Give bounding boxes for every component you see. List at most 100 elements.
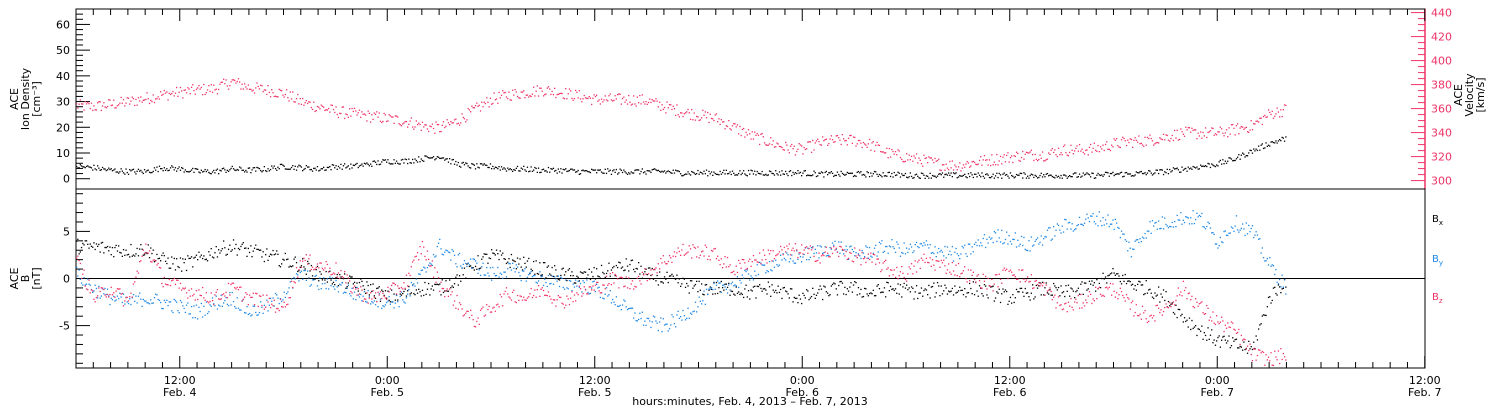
data-point bbox=[557, 168, 559, 170]
data-point bbox=[328, 288, 330, 290]
data-point bbox=[402, 158, 404, 161]
data-point bbox=[446, 288, 448, 290]
data-point bbox=[87, 165, 89, 167]
data-point bbox=[849, 246, 851, 248]
data-point bbox=[555, 96, 557, 99]
data-point bbox=[704, 303, 706, 305]
data-point bbox=[864, 143, 866, 145]
data-point bbox=[166, 262, 168, 265]
data-point bbox=[724, 286, 726, 288]
data-point bbox=[1198, 214, 1200, 217]
data-point bbox=[508, 258, 510, 260]
data-point bbox=[1065, 219, 1067, 221]
data-point bbox=[239, 309, 241, 311]
data-point bbox=[1160, 169, 1162, 171]
data-point bbox=[843, 249, 845, 251]
data-point bbox=[876, 258, 878, 260]
data-point bbox=[442, 254, 445, 256]
data-point bbox=[340, 112, 342, 115]
data-point bbox=[801, 302, 803, 305]
data-point bbox=[1011, 302, 1013, 304]
data-point bbox=[836, 135, 839, 137]
data-point bbox=[268, 255, 270, 257]
data-point bbox=[1145, 237, 1147, 239]
data-point bbox=[734, 174, 736, 176]
data-point bbox=[570, 90, 572, 92]
data-point bbox=[211, 256, 214, 258]
data-point bbox=[733, 172, 735, 174]
data-point bbox=[471, 105, 473, 107]
data-point bbox=[84, 240, 86, 242]
data-point bbox=[851, 172, 853, 174]
data-point bbox=[1261, 123, 1263, 126]
data-point bbox=[210, 292, 212, 294]
data-point bbox=[973, 243, 976, 245]
data-point bbox=[731, 170, 734, 172]
data-point bbox=[818, 288, 820, 291]
data-point bbox=[305, 273, 307, 275]
data-point bbox=[1250, 353, 1252, 356]
data-point bbox=[1076, 302, 1078, 304]
data-point bbox=[423, 126, 425, 128]
data-point bbox=[450, 287, 452, 289]
data-point bbox=[652, 269, 655, 271]
data-point bbox=[429, 262, 431, 264]
data-point bbox=[978, 280, 981, 282]
data-point bbox=[304, 269, 306, 272]
data-point bbox=[334, 288, 336, 290]
data-point bbox=[482, 106, 484, 108]
data-point bbox=[733, 123, 735, 125]
data-point bbox=[195, 168, 198, 170]
data-point bbox=[266, 294, 268, 296]
data-point bbox=[131, 96, 133, 98]
data-point bbox=[428, 157, 430, 159]
data-point bbox=[122, 99, 125, 101]
data-point bbox=[206, 260, 209, 262]
data-point bbox=[803, 170, 805, 172]
data-point bbox=[600, 292, 603, 294]
data-point bbox=[909, 172, 911, 174]
data-point bbox=[255, 292, 257, 294]
data-point bbox=[1039, 285, 1041, 287]
data-point bbox=[1070, 228, 1072, 230]
data-point bbox=[967, 292, 970, 294]
data-point bbox=[899, 271, 902, 273]
data-point bbox=[487, 166, 489, 169]
data-point bbox=[92, 169, 94, 171]
data-point bbox=[696, 173, 698, 175]
data-point bbox=[83, 109, 85, 111]
data-point bbox=[820, 255, 823, 257]
data-point bbox=[766, 262, 768, 264]
data-point bbox=[1043, 160, 1045, 162]
data-point bbox=[374, 161, 377, 163]
data-point bbox=[997, 176, 999, 179]
data-point bbox=[132, 294, 135, 296]
data-point bbox=[1154, 320, 1156, 322]
data-point bbox=[213, 84, 215, 86]
data-point bbox=[500, 296, 503, 298]
data-point bbox=[213, 169, 215, 172]
data-point bbox=[473, 164, 475, 166]
data-point bbox=[163, 255, 165, 257]
data-point bbox=[1098, 174, 1100, 176]
data-point bbox=[770, 295, 772, 297]
data-point bbox=[1185, 167, 1187, 170]
data-point bbox=[1151, 220, 1154, 222]
data-point bbox=[720, 173, 722, 175]
data-point bbox=[205, 301, 207, 303]
data-point bbox=[224, 169, 226, 171]
data-point bbox=[701, 303, 703, 305]
data-point bbox=[1035, 284, 1037, 287]
data-point bbox=[897, 243, 899, 245]
data-point bbox=[908, 154, 910, 156]
data-point bbox=[1090, 176, 1092, 178]
data-point bbox=[1059, 229, 1061, 231]
data-point bbox=[311, 275, 314, 277]
data-point bbox=[657, 329, 659, 332]
data-point bbox=[320, 288, 322, 290]
data-point bbox=[755, 274, 757, 277]
data-point bbox=[119, 292, 121, 294]
data-point bbox=[705, 169, 708, 171]
data-point bbox=[494, 275, 496, 277]
data-point bbox=[378, 112, 380, 114]
